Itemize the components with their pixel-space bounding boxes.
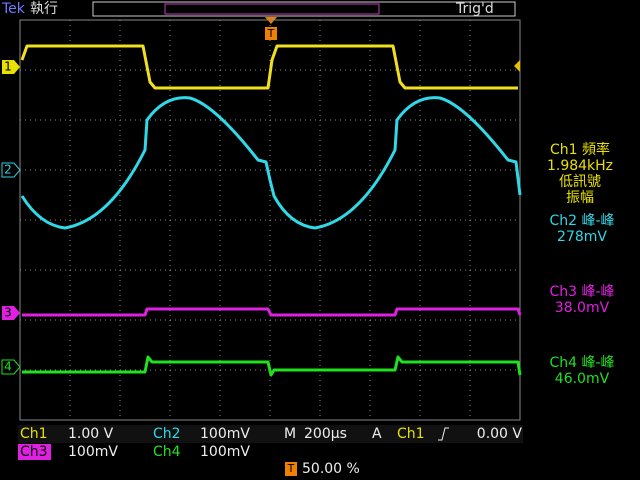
ch4-marker xyxy=(1,359,21,375)
trigger-position-icon xyxy=(285,462,297,476)
brand: Tek xyxy=(1,1,26,17)
status-row xyxy=(18,425,523,443)
measure-value: 38.0mV xyxy=(555,300,610,316)
measure-note: 低訊號 xyxy=(559,174,601,190)
trigger-slope-icon xyxy=(438,427,449,441)
ch2-label: Ch2 xyxy=(153,426,181,442)
trigger-position: 50.00 % xyxy=(302,461,360,477)
measure-label: Ch4 峰-峰 xyxy=(549,355,614,371)
trigger-position-marker xyxy=(265,27,277,40)
measure-label: Ch2 峰-峰 xyxy=(549,213,614,229)
measure-value: 1.984kHz xyxy=(547,158,613,174)
timebase-scale: 200µs xyxy=(304,426,347,442)
trigger-source: Ch1 xyxy=(397,426,425,442)
measurement-panel: Ch1 頻率 1.984kHz 低訊號 振幅 Ch2 峰-峰 278mV Ch3… xyxy=(547,141,615,387)
measure-label: Ch3 峰-峰 xyxy=(549,284,614,300)
ch3-marker-label: 3 xyxy=(4,306,12,320)
ch2-waveform xyxy=(20,96,522,230)
measure-value: 278mV xyxy=(557,229,607,245)
trigger-position-label: T xyxy=(267,27,275,40)
ch3-marker xyxy=(2,306,20,320)
ch4-label: Ch4 xyxy=(153,444,181,460)
ch4-marker-label: 4 xyxy=(4,360,12,374)
trigger-level-marker xyxy=(514,60,520,72)
ch3-label-box xyxy=(18,444,51,460)
ch4-waveform xyxy=(22,355,522,377)
trigger-level: 0.00 V xyxy=(477,426,523,442)
ch1-label: Ch1 xyxy=(20,426,48,442)
record-window xyxy=(164,3,380,15)
ch3-scale: 100mV xyxy=(68,444,118,460)
timebase-label: M xyxy=(284,426,296,442)
ch2-marker xyxy=(1,162,21,178)
ch1-marker xyxy=(2,60,20,74)
ch1-scale: 1.00 V xyxy=(68,426,114,442)
ch3-label: Ch3 xyxy=(20,444,48,460)
measure-label: Ch1 頻率 xyxy=(550,141,610,158)
record-bar xyxy=(92,1,516,17)
measure-value: 46.0mV xyxy=(555,371,610,387)
ch4-scale: 100mV xyxy=(200,444,250,460)
ch1-waveform xyxy=(20,44,518,90)
run-state: 執行 xyxy=(30,1,58,17)
trigger-mode: A xyxy=(372,426,382,442)
ch1-marker-label: 1 xyxy=(4,60,12,74)
trigger-status: Trig'd xyxy=(455,1,494,17)
ch3-waveform xyxy=(22,307,522,317)
ch2-scale: 100mV xyxy=(200,426,250,442)
ch2-marker-label: 2 xyxy=(4,163,12,177)
measure-note: 振幅 xyxy=(566,190,594,206)
trigger-position-icon-label: T xyxy=(287,462,295,475)
